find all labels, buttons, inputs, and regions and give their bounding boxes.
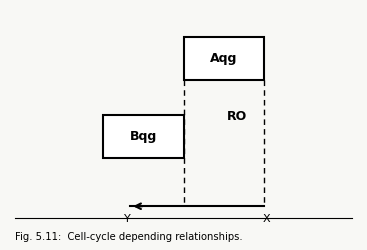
Text: Fig. 5.11:  Cell-cycle depending relationships.: Fig. 5.11: Cell-cycle depending relation… [15, 232, 242, 242]
Bar [103, 115, 184, 158]
Text: Y: Y [124, 214, 131, 224]
Bar [184, 38, 264, 80]
Text: Bqg: Bqg [130, 130, 157, 143]
Text: X: X [262, 214, 270, 224]
Text: RO: RO [226, 110, 247, 123]
Text: Aqg: Aqg [210, 52, 237, 65]
